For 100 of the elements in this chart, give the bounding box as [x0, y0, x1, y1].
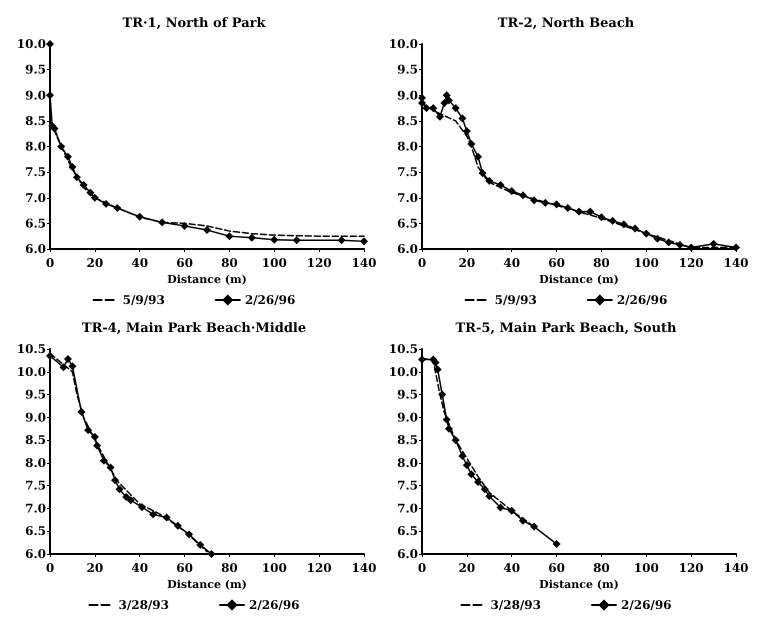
point [50, 124, 58, 133]
y-tick-label: 7.5 [25, 165, 46, 180]
x-tick-label: 0 [418, 561, 426, 575]
point [642, 230, 650, 238]
y-tick-label: 8.5 [397, 114, 418, 128]
point [46, 91, 54, 100]
legend-label: 2/26/96 [621, 598, 672, 612]
y-tick-label: 10.0 [388, 364, 418, 379]
y-tick-label: 8.5 [25, 114, 46, 128]
y-tick-label: 10.0 [16, 37, 46, 51]
x-tick-label: 80 [221, 256, 238, 270]
point [72, 173, 81, 182]
point [620, 220, 628, 228]
point [442, 91, 451, 100]
y-tick-label: 9.0 [397, 410, 418, 424]
point [485, 492, 494, 500]
point [174, 522, 182, 530]
x-tick-label: 140 [723, 256, 749, 270]
point [360, 237, 368, 246]
y-tick-label: 6.5 [25, 216, 46, 230]
y-tick-label: 10.5 [16, 342, 46, 356]
point [111, 476, 120, 484]
y-tick-label: 6.0 [25, 547, 46, 561]
point [93, 442, 102, 450]
point [100, 456, 108, 465]
legend-label: 5/9/93 [122, 293, 165, 307]
point [338, 236, 346, 244]
point [225, 232, 234, 240]
point [64, 152, 72, 161]
point [102, 200, 110, 208]
point [149, 510, 158, 518]
point [138, 503, 146, 512]
x-axis-title: Distance (m) [167, 578, 247, 591]
point [518, 191, 527, 200]
x-tick-label: 100 [262, 256, 287, 270]
y-tick-label: 9.5 [397, 62, 418, 77]
legend-label: 2/26/96 [249, 598, 300, 612]
point [474, 152, 482, 161]
point [422, 104, 430, 112]
point [732, 243, 740, 252]
point [436, 112, 444, 121]
legend-label: 2/26/96 [616, 293, 668, 307]
x-tick-label: 140 [723, 561, 749, 575]
point [68, 362, 76, 370]
y-tick-label: 7.0 [25, 190, 46, 205]
x-tick-label: 20 [86, 256, 104, 270]
point [136, 212, 144, 221]
x-tick-label: 0 [46, 256, 54, 270]
point [185, 530, 194, 538]
point [586, 208, 594, 216]
y-tick-label: 7.0 [397, 501, 418, 516]
point [90, 432, 99, 441]
point [113, 204, 122, 212]
point [508, 187, 516, 196]
point [462, 127, 471, 136]
point [248, 234, 256, 242]
chart-title: TR·1, North of Park [122, 16, 266, 31]
y-tick-label: 8.0 [397, 140, 418, 154]
point [631, 224, 640, 232]
point [687, 243, 696, 252]
y-tick-label: 9.0 [397, 88, 418, 102]
x-tick-label: 60 [176, 561, 193, 575]
y-tick-label: 8.0 [397, 456, 418, 470]
point [80, 180, 88, 189]
point [608, 216, 617, 225]
point [508, 506, 516, 515]
point [270, 236, 278, 244]
point [496, 180, 504, 189]
y-tick-label: 7.5 [397, 478, 418, 493]
chart-title: TR-4, Main Park Beach·Middle [82, 321, 306, 336]
point [77, 408, 86, 416]
point [84, 426, 92, 434]
x-tick-label: 20 [458, 256, 476, 270]
point [429, 104, 438, 112]
x-tick-label: 100 [262, 561, 287, 575]
point [46, 352, 54, 360]
point [116, 485, 124, 494]
point [597, 213, 606, 222]
legend-label: 2/26/96 [244, 293, 296, 307]
legend-label: 3/28/93 [118, 598, 169, 612]
point [442, 416, 451, 424]
point [664, 238, 673, 246]
x-tick-label: 80 [221, 561, 238, 575]
x-tick-label: 40 [131, 561, 148, 575]
point [203, 226, 211, 234]
point [196, 540, 204, 549]
x-tick-label: 100 [634, 256, 659, 270]
point [467, 140, 476, 148]
y-tick-label: 9.0 [25, 88, 46, 102]
point [676, 240, 684, 249]
point [458, 114, 466, 122]
y-tick-label: 6.0 [25, 242, 46, 256]
point [654, 234, 662, 243]
point [710, 240, 718, 248]
x-tick-label: 100 [634, 561, 659, 575]
point [59, 363, 68, 372]
point [180, 222, 189, 230]
y-tick-label: 9.5 [397, 388, 418, 402]
point [440, 98, 448, 107]
point [462, 461, 471, 470]
